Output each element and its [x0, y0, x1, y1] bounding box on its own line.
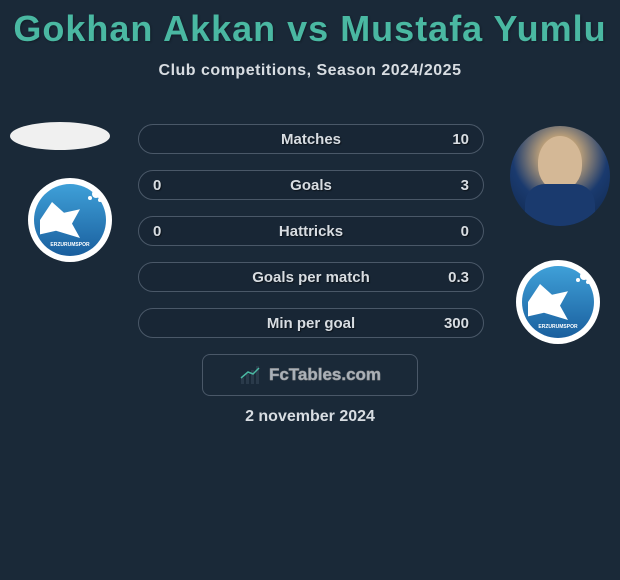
- stat-label: Goals: [290, 177, 332, 194]
- eagle-logo-icon: ERZURUMSPOR: [522, 266, 594, 338]
- player-left-avatar: [10, 122, 110, 150]
- footer-brand-text: FcTables.com: [269, 365, 381, 385]
- stat-label: Hattricks: [279, 223, 343, 240]
- stat-right-value: 0.3: [448, 269, 469, 286]
- chart-icon: [239, 366, 263, 384]
- stat-row-matches: Matches 10: [138, 124, 484, 154]
- stat-label: Min per goal: [267, 315, 355, 332]
- stat-row-goals-per-match: Goals per match 0.3: [138, 262, 484, 292]
- stat-row-hattricks: 0 Hattricks 0: [138, 216, 484, 246]
- stat-label: Goals per match: [252, 269, 370, 286]
- stats-container: Matches 10 0 Goals 3 0 Hattricks 0 Goals…: [138, 124, 484, 354]
- stat-right-value: 3: [461, 177, 469, 194]
- team-logo-text: ERZURUMSPOR: [522, 324, 594, 330]
- team-logo-text: ERZURUMSPOR: [34, 242, 106, 248]
- stat-row-goals: 0 Goals 3: [138, 170, 484, 200]
- player-right-avatar: [510, 126, 610, 226]
- footer-brand-box: FcTables.com: [202, 354, 418, 396]
- team-logo-right: ERZURUMSPOR: [516, 260, 600, 344]
- eagle-logo-icon: ERZURUMSPOR: [34, 184, 106, 256]
- stat-label: Matches: [281, 131, 341, 148]
- stat-left-value: 0: [153, 177, 161, 194]
- stat-right-value: 10: [452, 131, 469, 148]
- comparison-title: Gokhan Akkan vs Mustafa Yumlu: [0, 0, 620, 50]
- stat-right-value: 0: [461, 223, 469, 240]
- team-logo-left: ERZURUMSPOR: [28, 178, 112, 262]
- stat-row-min-per-goal: Min per goal 300: [138, 308, 484, 338]
- infographic-date: 2 november 2024: [0, 408, 620, 426]
- comparison-subtitle: Club competitions, Season 2024/2025: [0, 62, 620, 80]
- stat-right-value: 300: [444, 315, 469, 332]
- stat-left-value: 0: [153, 223, 161, 240]
